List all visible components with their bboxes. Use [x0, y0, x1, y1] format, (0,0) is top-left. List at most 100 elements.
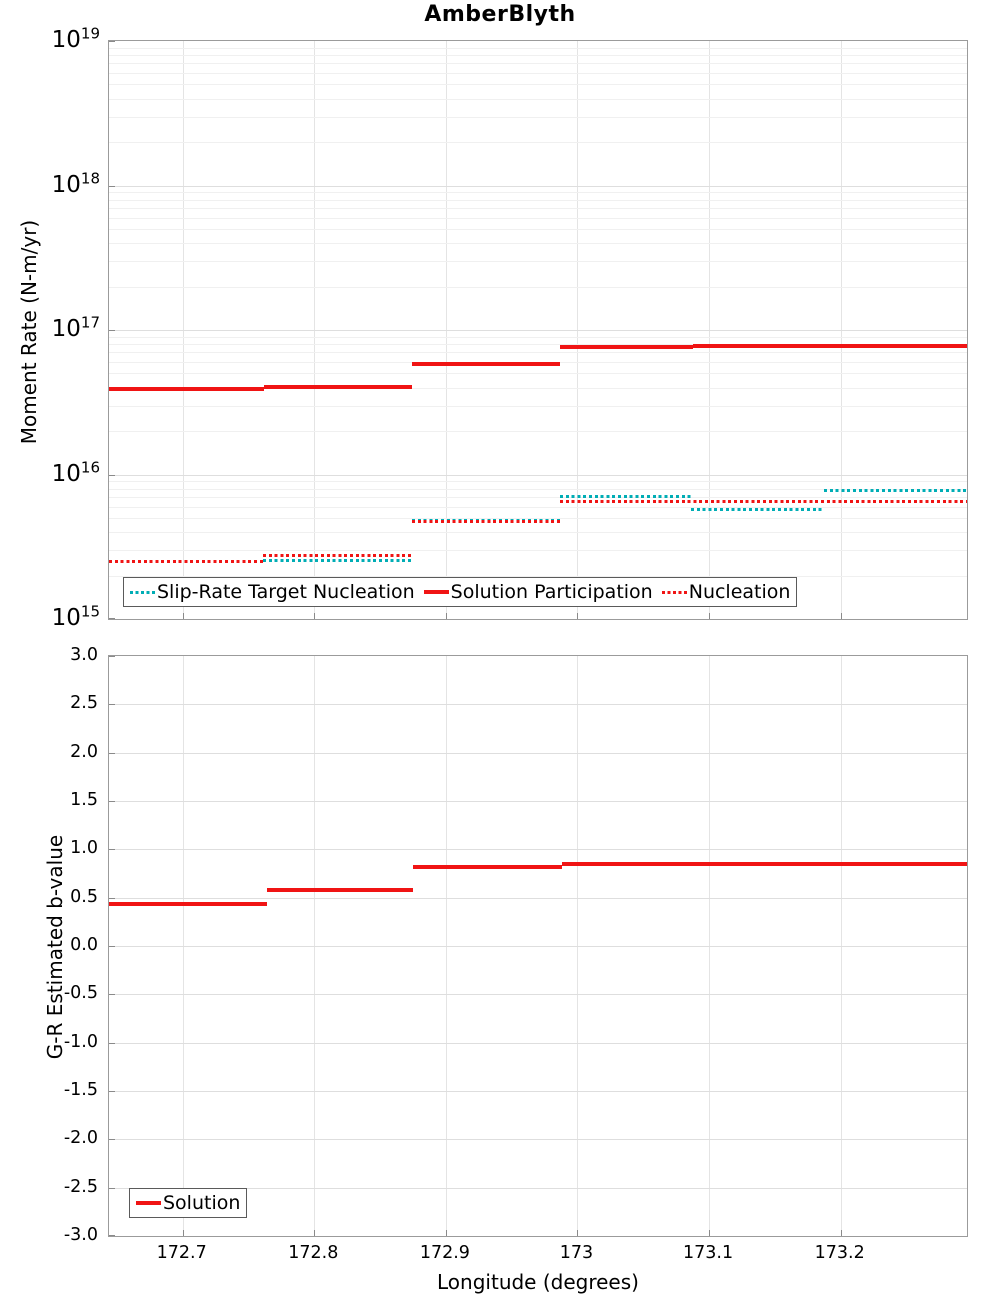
- x-tick-label: 173.2: [814, 1243, 865, 1263]
- red-solid-line-swatch-icon: [423, 590, 449, 594]
- series-segment-solution: [266, 887, 413, 892]
- gridline-horizontal-major: [109, 1187, 967, 1189]
- gridline-horizontal-minor: [109, 517, 967, 519]
- gridline-horizontal-major: [109, 1042, 967, 1044]
- gridline-horizontal-minor: [109, 481, 967, 483]
- series-segment-slip-rate-target-nucleation: [560, 495, 691, 499]
- x-tick-label: 173: [559, 1243, 594, 1263]
- y-tick-label: 1017: [51, 313, 100, 343]
- series-segment-solution-participation: [411, 362, 561, 367]
- gridline-horizontal-minor: [109, 336, 967, 338]
- series-segment-solution: [412, 864, 562, 869]
- moment-rate-legend: Slip-Rate Target Nucleation Solution Par…: [123, 577, 798, 607]
- y-tick-mark: [109, 1187, 115, 1189]
- gridline-horizontal-major: [109, 185, 967, 187]
- legend-item-solution: Solution: [136, 1192, 240, 1214]
- gridline-horizontal-minor: [109, 199, 967, 201]
- gridline-horizontal-minor: [109, 192, 967, 194]
- gridline-horizontal-minor: [109, 431, 967, 432]
- series-segment-nucleation: [109, 559, 263, 563]
- gridline-horizontal-major: [109, 897, 967, 899]
- series-segment-solution-participation: [264, 384, 412, 389]
- gridline-horizontal-minor: [109, 387, 967, 389]
- b-value-plot: Solution: [108, 655, 968, 1237]
- series-segment-solution: [561, 861, 694, 866]
- y-tick-label: 0.0: [70, 935, 98, 955]
- gridline-horizontal-minor: [109, 47, 967, 49]
- y-tick-mark: [109, 1091, 115, 1092]
- series-segment-solution-participation: [693, 343, 824, 348]
- y-tick-label: -0.5: [63, 983, 98, 1004]
- cyan-dotted-line-swatch-icon: [130, 590, 155, 594]
- gridline-horizontal-major: [109, 1091, 967, 1092]
- y-tick-mark: [109, 41, 115, 42]
- y-tick-mark: [109, 704, 115, 706]
- series-segment-nucleation: [262, 554, 412, 558]
- gridline-horizontal-minor: [109, 506, 967, 508]
- x-tick-mark: [709, 613, 711, 619]
- gridline-horizontal-minor: [109, 243, 967, 244]
- y-tick-label: -1.5: [63, 1080, 98, 1100]
- y-tick-label: -2.0: [63, 1128, 98, 1149]
- gridline-horizontal-minor: [109, 575, 967, 577]
- series-segment-solution-participation: [823, 343, 967, 348]
- x-tick-mark: [182, 1230, 184, 1236]
- gridline-horizontal-minor: [109, 217, 967, 219]
- gridline-horizontal-major: [109, 801, 967, 802]
- x-tick-label: 173.1: [683, 1243, 734, 1263]
- series-segment-solution: [693, 861, 824, 866]
- gridline-horizontal-minor: [109, 344, 967, 345]
- x-tick-mark: [840, 1230, 842, 1236]
- gridline-horizontal-minor: [109, 98, 967, 100]
- gridline-horizontal-minor: [109, 63, 967, 65]
- gridline-horizontal-minor: [109, 352, 967, 354]
- gridline-horizontal-major: [109, 1139, 967, 1141]
- gridline-horizontal-major: [109, 994, 967, 996]
- x-tick-mark: [182, 613, 184, 619]
- gridline-horizontal-minor: [109, 488, 967, 490]
- gridline-horizontal-minor: [109, 550, 967, 552]
- x-tick-label: 172.7: [156, 1243, 207, 1263]
- red-solid-line-swatch-icon: [136, 1201, 161, 1205]
- x-tick-mark: [314, 1230, 316, 1236]
- y-tick-mark: [109, 897, 115, 899]
- y-tick-mark: [109, 801, 115, 802]
- gridline-horizontal-minor: [109, 73, 967, 75]
- x-tick-mark: [445, 1230, 447, 1236]
- x-tick-label: 172.9: [419, 1243, 470, 1263]
- y-tick-label: 0.5: [70, 886, 98, 907]
- b-value-legend: Solution: [129, 1188, 248, 1218]
- series-segment-solution-participation: [109, 387, 265, 392]
- x-tick-mark: [577, 1230, 579, 1236]
- gridline-horizontal-major: [109, 474, 967, 476]
- gridline-horizontal-major: [109, 849, 967, 851]
- series-segment-solution-participation: [560, 345, 694, 350]
- series-segment-slip-rate-target-nucleation: [262, 558, 412, 562]
- legend-label: Nucleation: [688, 581, 791, 603]
- y-tick-mark: [109, 474, 115, 476]
- gridline-horizontal-minor: [109, 55, 967, 56]
- series-segment-solution: [823, 861, 967, 866]
- y-tick-mark: [109, 1235, 115, 1236]
- moment-rate-plot: Slip-Rate Target Nucleation Solution Par…: [108, 40, 968, 620]
- y-tick-label: 2.5: [70, 693, 98, 714]
- y-tick-mark: [109, 185, 115, 187]
- series-segment-slip-rate-target-nucleation: [823, 489, 967, 493]
- gridline-horizontal-minor: [109, 142, 967, 143]
- series-segment-slip-rate-target-nucleation: [690, 508, 824, 512]
- y-tick-label: -2.5: [63, 1176, 98, 1197]
- legend-label: Slip-Rate Target Nucleation: [157, 581, 415, 603]
- x-tick-mark: [709, 1230, 711, 1236]
- gridline-horizontal-minor: [109, 228, 967, 230]
- gridline-horizontal-minor: [109, 207, 967, 209]
- gridline-horizontal-major: [109, 704, 967, 706]
- chart-title: AmberBlyth: [424, 2, 576, 27]
- gridline-horizontal-minor: [109, 532, 967, 533]
- y-tick-label: 1019: [51, 24, 100, 54]
- gridline-horizontal-minor: [109, 84, 967, 86]
- y-tick-mark: [109, 656, 115, 657]
- y-tick-mark: [109, 330, 115, 331]
- x-axis-label: Longitude (degrees): [437, 1270, 639, 1294]
- y-tick-mark: [109, 849, 115, 851]
